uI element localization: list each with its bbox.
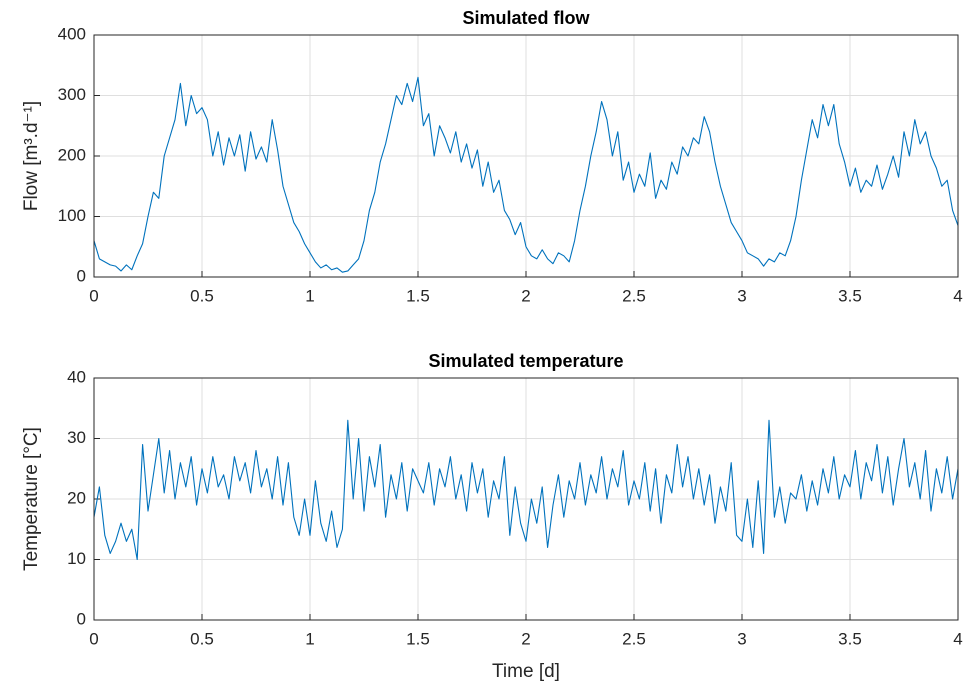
y-tick-label: 10: [67, 549, 86, 568]
x-tick-label: 0: [89, 629, 98, 648]
y-axis-label: Temperature [°C]: [21, 427, 42, 571]
data-line: [93, 76, 959, 273]
y-tick-label: 300: [58, 85, 86, 104]
x-tick-label: 0.5: [190, 629, 214, 648]
y-tick-label: 40: [67, 367, 86, 386]
x-tick-label: 2: [521, 629, 530, 648]
y-tick-label: 0: [77, 609, 86, 628]
x-tick-label: 1: [305, 286, 314, 305]
axes-box: [93, 34, 959, 278]
y-tick-label: 30: [67, 428, 86, 447]
y-axis-label: Flow [m³.d⁻¹]: [21, 101, 42, 211]
y-tick-label: 400: [58, 24, 86, 43]
data-line: [93, 419, 959, 561]
x-axis-label: Time [d]: [492, 661, 560, 682]
y-tick-label: 20: [67, 488, 86, 507]
y-tick-label: 200: [58, 145, 86, 164]
x-tick-label: 0.5: [190, 286, 214, 305]
y-tick-label: 100: [58, 206, 86, 225]
y-tick-label: 0: [77, 266, 86, 285]
chart-title: Simulated flow: [462, 8, 590, 28]
axes-box: [93, 377, 959, 621]
x-tick-label: 1.5: [406, 629, 430, 648]
chart-title: Simulated temperature: [428, 351, 623, 371]
x-tick-label: 1.5: [406, 286, 430, 305]
x-tick-label: 2.5: [622, 286, 646, 305]
x-tick-label: 3: [737, 629, 746, 648]
x-tick-label: 4: [953, 629, 962, 648]
x-tick-label: 0: [89, 286, 98, 305]
x-tick-label: 2: [521, 286, 530, 305]
x-tick-label: 4: [953, 286, 962, 305]
x-tick-label: 3.5: [838, 286, 862, 305]
x-tick-label: 1: [305, 629, 314, 648]
x-tick-label: 3.5: [838, 629, 862, 648]
x-tick-label: 2.5: [622, 629, 646, 648]
x-tick-label: 3: [737, 286, 746, 305]
